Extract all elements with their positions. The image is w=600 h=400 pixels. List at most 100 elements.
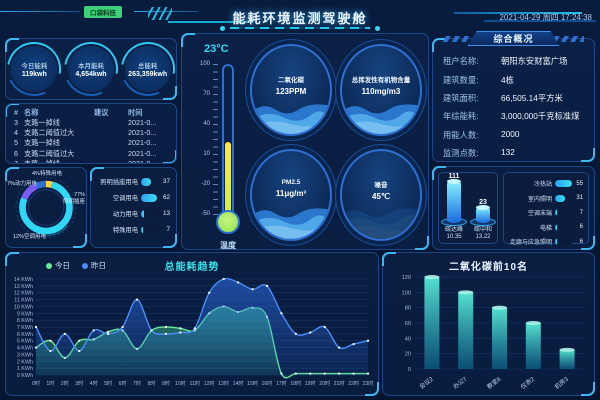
svg-text:办公7: 办公7 <box>451 375 469 391</box>
alert-suggestion <box>94 118 128 128</box>
overview-label: 年综能耗: <box>443 111 479 122</box>
cylinder-top-value: 111 <box>448 173 460 180</box>
hbar-label: 动力用电 <box>112 211 138 218</box>
env-gauge: PM2.5 11μg/m³ <box>250 148 332 241</box>
panel-energy-stats: 今日能耗 119kwh 本月能耗 4,654kwh 总能耗 263,359kwh <box>5 38 177 100</box>
gauge-label: 噪音 <box>374 181 388 189</box>
svg-text:6 KWh: 6 KWh <box>17 332 33 338</box>
hbar-row: 电梯 6 <box>509 223 583 232</box>
gauge-value: 123PPM <box>275 87 307 97</box>
legend-item-today[interactable]: 今日 <box>46 260 70 271</box>
hbar-value: 13 <box>162 210 170 217</box>
gauge-label: PM2.5 <box>281 178 301 186</box>
overview-row: 建筑数量: 4栋 <box>433 70 594 88</box>
cylinder-label: 碳达峰 10.35 <box>444 227 463 240</box>
svg-text:10 KWh: 10 KWh <box>14 304 33 310</box>
stat-circle: 今日能耗 119kwh <box>11 46 58 92</box>
header-line <box>0 11 80 12</box>
alert-time: 2021-0... <box>128 138 157 148</box>
carbon-bars-box: 冷热站 55 室内照明 31 空调末端 7 电梯 6 走廊与应急照明 6 <box>503 172 589 246</box>
hbar-fill <box>141 209 145 218</box>
temperature-label: 温度 <box>220 241 236 250</box>
alert-row: 4 支路二阈值过大 2021-0... <box>14 128 168 138</box>
alert-name: 支路二阈值过大 <box>24 148 75 158</box>
hbar-track <box>141 193 157 202</box>
panel-co2-chart: 二氧化碳前10名 0 20 40 60 80 100 120 会议2 办公7 教室6 仪表2 机房3 <box>382 252 595 396</box>
gauge-waves <box>252 200 330 239</box>
alert-row: 5 支路一掉线 2021-0... <box>14 138 168 148</box>
overview-value: 3,000,000千克标准煤 <box>501 111 580 122</box>
gauge-waves <box>342 200 420 239</box>
svg-text:7时: 7时 <box>133 379 141 387</box>
svg-text:13 KWh: 13 KWh <box>14 284 33 290</box>
column-header: 建议 <box>94 108 109 117</box>
hbar-track <box>141 177 157 186</box>
hbar-track <box>555 194 572 202</box>
svg-text:机房3: 机房3 <box>553 375 571 391</box>
svg-text:17时: 17时 <box>276 379 287 387</box>
co2-bar-chart: 0 20 40 60 80 100 120 会议2 办公7 教室6 仪表2 机房3 <box>402 275 584 391</box>
hbar-track <box>555 223 572 231</box>
legend-dot <box>46 262 52 269</box>
svg-text:60: 60 <box>405 321 411 327</box>
hbar-label: 电梯 <box>539 225 552 232</box>
alert-suggestion <box>94 149 128 159</box>
alert-no: 5 <box>14 138 18 148</box>
alert-no: 6 <box>14 148 18 158</box>
svg-text:教室6: 教室6 <box>485 375 503 391</box>
svg-text:15时: 15时 <box>247 379 258 387</box>
cylinder-body <box>476 205 490 223</box>
hbar-fill <box>555 209 558 216</box>
header-line <box>454 12 582 14</box>
hbar-label: 冷热站 <box>533 182 552 188</box>
thermometer-scale: 100 70 40 10 -20 -50 <box>190 61 210 217</box>
gauge-label: 总挥发性有机物含量 <box>351 77 411 85</box>
thermometer: 100 70 40 10 -20 -50 温度 <box>190 61 250 250</box>
overview-wing-decoration <box>552 36 584 42</box>
svg-text:1时: 1时 <box>46 379 54 387</box>
legend-label: 今日 <box>55 261 70 270</box>
datetime: 2021-04-29 周四 17:24:38 <box>499 13 592 22</box>
svg-text:0: 0 <box>408 367 411 373</box>
header-line <box>484 20 596 22</box>
hbar-row: 空调用电 62 <box>97 193 170 202</box>
co2-chart-title: 二氧化碳前10名 <box>448 262 529 273</box>
cylinder-body <box>447 179 461 223</box>
thermometer-ticks <box>213 64 218 215</box>
overview-value: 132 <box>501 147 515 158</box>
hbar-value: 62 <box>162 194 170 201</box>
stat-circle: 总能耗 263,359kwh <box>124 46 171 92</box>
alert-name: 支路二阈值过大 <box>24 128 75 138</box>
alert-time: 2021-0... <box>128 158 157 164</box>
alert-suggestion <box>94 128 128 138</box>
gauge-label: 二氧化碳 <box>278 77 304 85</box>
panel-alerts: # 名称 建议 时间 3 支路一掉线 2021-0... 4 支路二阈值过大 2021-0... 5… <box>5 103 177 164</box>
thermometer-tick-label: 40 <box>203 121 210 127</box>
alert-name: 支路一掉线 <box>24 158 60 164</box>
hbar-row: 室内照明 31 <box>509 194 583 203</box>
svg-text:20: 20 <box>405 352 411 358</box>
alert-row: 6 支路二阈值过大 2021-0... <box>14 149 168 159</box>
donut-segment-label: 7%动力用电 <box>7 181 37 187</box>
env-gauge: 二氧化碳 123PPM <box>250 44 332 137</box>
svg-text:11时: 11时 <box>189 379 200 387</box>
svg-text:9时: 9时 <box>162 379 170 387</box>
carbon-cylinder: 23 碳中和 13.22 <box>468 199 498 241</box>
column-header: # <box>14 108 18 117</box>
hbar-value: 6 <box>579 224 583 230</box>
overview-rows: 租户名称: 朝阳东安财富广场 建筑数量: 4栋 建筑面积: 66,505.14平方米 年综能… <box>433 52 594 162</box>
thermometer-fill <box>225 141 231 213</box>
thermometer-tick-label: -20 <box>201 181 210 187</box>
hbar-row: 空调末端 7 <box>509 208 583 217</box>
panel-environment: 23°C 100 70 40 10 -20 -50 温度 二氧化碳 123PPM 总挥发性有机… <box>181 33 429 250</box>
svg-text:80: 80 <box>405 306 411 312</box>
overview-row: 用能人数: 2000 <box>433 126 594 144</box>
hbar-label: 空调用电 <box>112 195 138 202</box>
hbar-value: 37 <box>162 178 170 185</box>
overview-label: 建筑数量: <box>443 74 479 85</box>
hbar-fill <box>141 225 143 234</box>
legend-item-yesterday[interactable]: 昨日 <box>82 260 106 271</box>
hbar-label: 照明插座用电 <box>100 179 138 186</box>
hbar-row: 特殊用电 7 <box>97 225 170 234</box>
